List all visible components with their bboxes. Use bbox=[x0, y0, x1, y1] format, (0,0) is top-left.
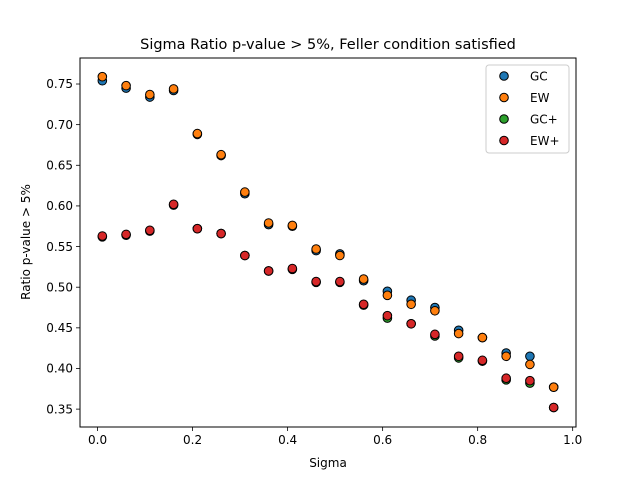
data-point bbox=[121, 229, 131, 240]
data-point bbox=[311, 276, 321, 287]
data-point bbox=[263, 218, 274, 228]
data-point bbox=[335, 250, 345, 261]
y-tick-label: 0.65 bbox=[46, 158, 73, 172]
data-point bbox=[358, 299, 369, 310]
y-tick-label: 0.50 bbox=[46, 280, 73, 294]
data-point bbox=[501, 351, 511, 362]
data-point bbox=[97, 71, 108, 82]
data-point bbox=[453, 351, 464, 362]
y-tick-label: 0.60 bbox=[46, 199, 73, 213]
data-point bbox=[192, 128, 203, 139]
y-axis: 0.35 0.40 0.45 0.50 0.55 0.60 0.65 0.70 0.75 bbox=[46, 77, 80, 416]
legend-label: EW bbox=[530, 91, 550, 105]
chart-title: Sigma Ratio p-value > 5%, Feller conditi… bbox=[140, 37, 516, 53]
data-point bbox=[358, 274, 369, 284]
legend: GC EW GC+ EW+ bbox=[485, 64, 570, 154]
data-point bbox=[525, 375, 535, 386]
data-point bbox=[525, 359, 535, 370]
data-point bbox=[548, 382, 559, 392]
axes-frame bbox=[79, 57, 577, 428]
legend-marker bbox=[499, 71, 509, 81]
data-point bbox=[263, 266, 274, 276]
data-point bbox=[430, 305, 440, 316]
x-axis: 0.0 0.2 0.4 0.6 0.8 1.0 bbox=[88, 427, 582, 447]
y-tick-label: 0.70 bbox=[46, 118, 73, 132]
data-point bbox=[287, 220, 298, 231]
y-tick-label: 0.75 bbox=[46, 77, 73, 91]
plot-area bbox=[97, 71, 559, 413]
y-tick-label: 0.45 bbox=[46, 321, 73, 335]
data-point bbox=[430, 329, 440, 340]
legend-label: GC bbox=[530, 70, 548, 84]
x-tick-label: 0.2 bbox=[183, 433, 202, 447]
data-point bbox=[192, 223, 203, 234]
data-point bbox=[216, 149, 226, 160]
data-point bbox=[382, 290, 393, 301]
data-point bbox=[477, 332, 488, 343]
series-ew-plus bbox=[97, 199, 559, 413]
data-point bbox=[335, 276, 345, 287]
legend-label: GC+ bbox=[530, 113, 558, 127]
data-point bbox=[145, 89, 155, 100]
x-tick-label: 0.4 bbox=[278, 433, 297, 447]
data-point bbox=[525, 351, 535, 362]
data-point bbox=[453, 328, 464, 339]
series-ew bbox=[97, 71, 559, 392]
x-axis-label: Sigma bbox=[309, 456, 347, 470]
data-point bbox=[382, 310, 393, 321]
data-point bbox=[168, 199, 179, 210]
data-point bbox=[287, 263, 298, 274]
y-tick-label: 0.55 bbox=[46, 240, 73, 254]
x-tick-label: 0.8 bbox=[468, 433, 487, 447]
data-point bbox=[548, 402, 559, 413]
data-point bbox=[121, 80, 131, 91]
y-axis-label: Ratio p-value > 5% bbox=[19, 184, 33, 300]
data-point bbox=[477, 355, 488, 366]
legend-box bbox=[485, 64, 570, 154]
data-point bbox=[97, 231, 108, 241]
legend-marker bbox=[499, 135, 509, 146]
legend-label: EW+ bbox=[530, 134, 560, 148]
x-tick-label: 0.0 bbox=[88, 433, 107, 447]
y-tick-label: 0.40 bbox=[46, 362, 73, 376]
data-point bbox=[406, 318, 416, 329]
x-tick-label: 1.0 bbox=[563, 433, 582, 447]
x-tick-label: 0.6 bbox=[373, 433, 392, 447]
data-point bbox=[145, 225, 155, 236]
data-point bbox=[240, 250, 250, 261]
data-point bbox=[311, 244, 321, 254]
data-point bbox=[501, 373, 511, 384]
data-point bbox=[168, 84, 179, 94]
data-point bbox=[406, 299, 416, 310]
data-point bbox=[216, 228, 226, 239]
legend-marker bbox=[499, 92, 509, 103]
y-tick-label: 0.35 bbox=[46, 402, 73, 416]
data-point bbox=[240, 187, 250, 197]
legend-marker bbox=[499, 114, 509, 124]
